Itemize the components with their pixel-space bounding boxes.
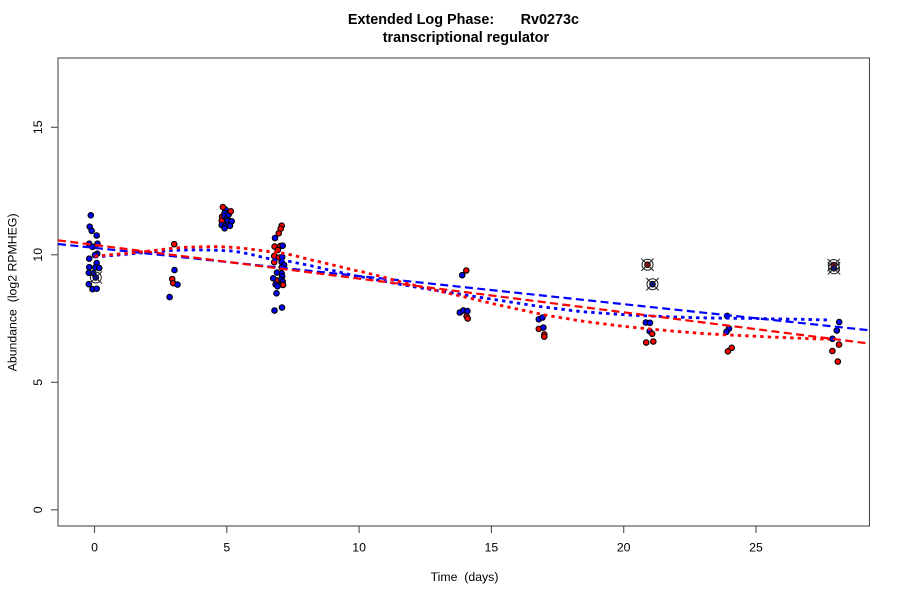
- svg-text:0: 0: [91, 540, 98, 554]
- svg-text:15: 15: [31, 120, 45, 134]
- svg-text:Time (days): Time (days): [431, 570, 499, 584]
- svg-text:transcriptional regulator: transcriptional regulator: [383, 30, 550, 46]
- svg-text:0: 0: [31, 506, 45, 513]
- svg-text:20: 20: [617, 540, 631, 554]
- svg-text:15: 15: [485, 540, 499, 554]
- svg-text:Abundance (log2 RPMHEG): Abundance (log2 RPMHEG): [6, 213, 20, 371]
- svg-text:5: 5: [223, 540, 230, 554]
- svg-text:Extended Log Phase:: Extended Log Phase:: [348, 12, 494, 28]
- svg-text:10: 10: [352, 540, 366, 554]
- svg-text:5: 5: [31, 379, 45, 386]
- svg-text:10: 10: [31, 248, 45, 262]
- svg-text:Rv0273c: Rv0273c: [521, 12, 579, 28]
- svg-text:25: 25: [749, 540, 763, 554]
